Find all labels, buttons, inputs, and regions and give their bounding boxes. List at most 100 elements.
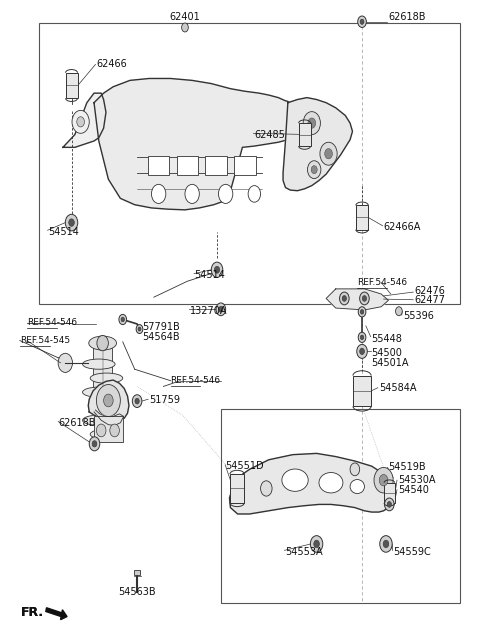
Circle shape — [65, 214, 78, 231]
Circle shape — [360, 309, 364, 314]
Circle shape — [383, 540, 389, 548]
Text: 62401: 62401 — [169, 12, 200, 22]
Circle shape — [89, 437, 100, 451]
Text: 62485: 62485 — [254, 130, 285, 139]
Circle shape — [358, 16, 366, 27]
Bar — [134, 570, 141, 574]
Text: 54584A: 54584A — [379, 383, 416, 393]
Text: 54564B: 54564B — [142, 332, 180, 342]
Circle shape — [396, 307, 402, 316]
Circle shape — [303, 112, 321, 135]
Polygon shape — [63, 93, 106, 148]
Circle shape — [350, 463, 360, 475]
Circle shape — [380, 535, 392, 552]
Circle shape — [261, 481, 272, 496]
Text: 54559C: 54559C — [393, 546, 431, 557]
Ellipse shape — [319, 472, 343, 493]
Bar — [221, 409, 460, 603]
Circle shape — [135, 398, 139, 404]
Circle shape — [384, 498, 394, 511]
Text: 13270A: 13270A — [190, 306, 227, 316]
Text: 51759: 51759 — [149, 396, 180, 406]
Text: 54500: 54500 — [372, 348, 403, 358]
Text: 54540: 54540 — [398, 485, 429, 495]
Bar — [353, 376, 371, 406]
Text: REF.54-546: REF.54-546 — [357, 278, 408, 287]
Circle shape — [360, 348, 364, 355]
Circle shape — [136, 325, 143, 334]
Circle shape — [132, 395, 142, 408]
Circle shape — [248, 185, 261, 202]
Circle shape — [152, 184, 166, 203]
Circle shape — [69, 219, 74, 226]
Text: 54519B: 54519B — [388, 463, 426, 472]
Bar — [93, 348, 112, 409]
Circle shape — [358, 307, 366, 317]
Circle shape — [311, 535, 323, 552]
Circle shape — [219, 307, 223, 312]
Circle shape — [138, 327, 141, 331]
Ellipse shape — [282, 469, 308, 491]
Circle shape — [72, 111, 89, 134]
Circle shape — [92, 441, 97, 447]
Text: 62618B: 62618B — [58, 418, 96, 427]
Circle shape — [96, 385, 120, 417]
Circle shape — [324, 148, 333, 159]
Circle shape — [104, 394, 113, 407]
Circle shape — [357, 344, 367, 358]
Text: FR.: FR. — [21, 606, 44, 619]
Bar — [205, 156, 227, 174]
Text: 54553A: 54553A — [286, 546, 323, 557]
Polygon shape — [326, 289, 388, 310]
Ellipse shape — [90, 401, 123, 412]
Text: 62476: 62476 — [415, 286, 445, 296]
Bar — [148, 156, 169, 174]
Circle shape — [311, 166, 317, 174]
Circle shape — [360, 335, 364, 340]
Circle shape — [58, 353, 72, 373]
Circle shape — [362, 296, 367, 302]
Polygon shape — [88, 380, 129, 420]
Text: 57791B: 57791B — [142, 322, 180, 332]
Text: REF.54-546: REF.54-546 — [170, 376, 221, 385]
Circle shape — [121, 317, 124, 322]
Ellipse shape — [90, 373, 123, 383]
Circle shape — [216, 303, 226, 316]
Text: FR.: FR. — [21, 606, 44, 619]
Bar — [230, 474, 244, 503]
Polygon shape — [94, 79, 322, 210]
Bar — [66, 73, 77, 98]
Circle shape — [211, 262, 223, 277]
Circle shape — [381, 537, 391, 550]
Circle shape — [308, 161, 321, 178]
Text: 54514: 54514 — [48, 226, 79, 236]
Circle shape — [342, 296, 347, 302]
Text: 62477: 62477 — [415, 295, 446, 305]
Circle shape — [360, 292, 369, 305]
Circle shape — [387, 502, 392, 507]
Circle shape — [358, 332, 366, 343]
Circle shape — [215, 266, 220, 273]
Text: 55396: 55396 — [403, 311, 433, 321]
Circle shape — [96, 424, 106, 437]
Circle shape — [320, 142, 337, 166]
Bar — [94, 417, 123, 442]
Text: 55448: 55448 — [372, 334, 403, 344]
Circle shape — [185, 184, 199, 203]
Ellipse shape — [83, 387, 115, 397]
Circle shape — [119, 314, 127, 325]
Circle shape — [339, 292, 349, 305]
Circle shape — [110, 424, 120, 437]
Text: REF.54-546: REF.54-546 — [27, 318, 77, 327]
Polygon shape — [229, 454, 396, 514]
Ellipse shape — [90, 429, 123, 440]
Text: REF.54-545: REF.54-545 — [20, 336, 70, 345]
Bar — [356, 205, 368, 229]
Circle shape — [181, 23, 188, 32]
Circle shape — [312, 537, 322, 550]
FancyArrow shape — [46, 608, 67, 620]
Text: 54501A: 54501A — [372, 358, 409, 368]
Circle shape — [360, 19, 364, 24]
Ellipse shape — [83, 415, 115, 426]
Bar — [234, 156, 255, 174]
